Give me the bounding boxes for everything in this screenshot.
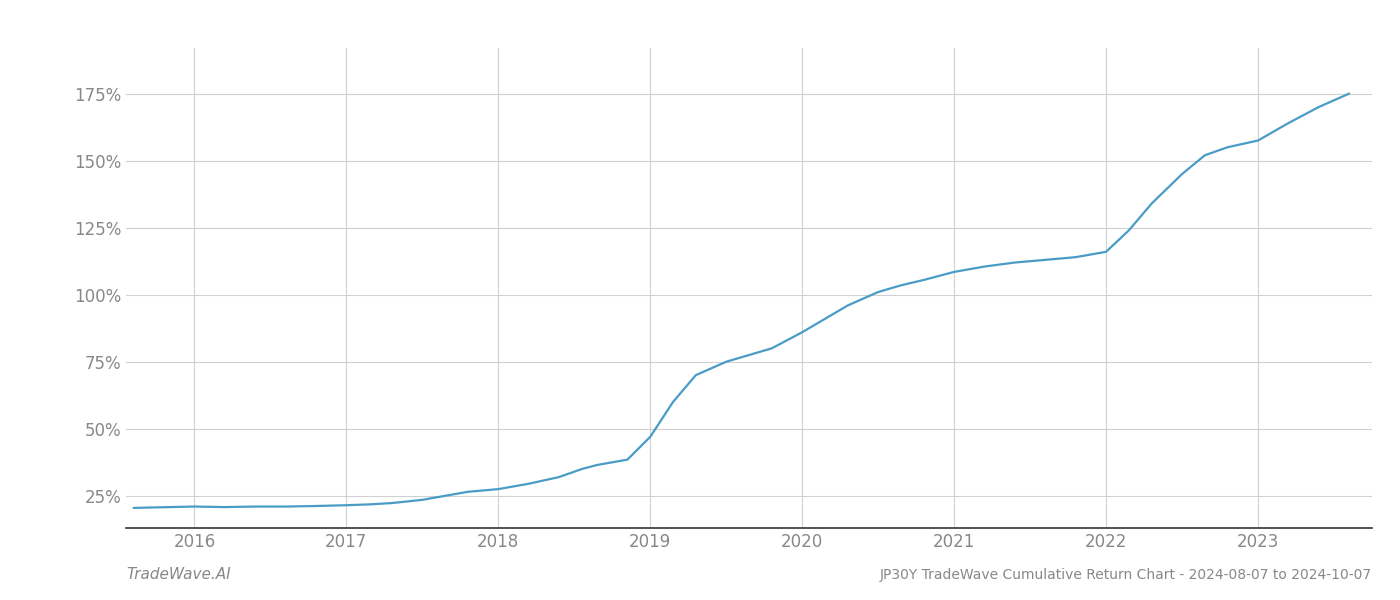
Text: TradeWave.AI: TradeWave.AI — [126, 567, 231, 582]
Text: JP30Y TradeWave Cumulative Return Chart - 2024-08-07 to 2024-10-07: JP30Y TradeWave Cumulative Return Chart … — [879, 568, 1372, 582]
